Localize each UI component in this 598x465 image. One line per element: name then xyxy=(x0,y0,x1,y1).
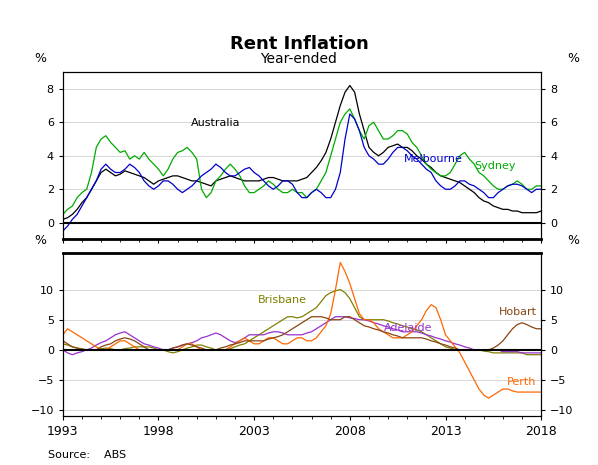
Text: Year-ended: Year-ended xyxy=(261,52,337,66)
Text: Sydney: Sydney xyxy=(474,161,515,171)
Text: Melbourne: Melbourne xyxy=(404,154,462,165)
Text: Hobart: Hobart xyxy=(499,307,537,317)
Text: Adelaide: Adelaide xyxy=(385,323,433,332)
Text: %: % xyxy=(34,234,46,247)
Text: Source:    ABS: Source: ABS xyxy=(48,450,126,460)
Text: Perth: Perth xyxy=(507,377,536,387)
Text: %: % xyxy=(34,53,46,66)
Text: Australia: Australia xyxy=(191,118,240,128)
Text: %: % xyxy=(568,53,579,66)
Text: %: % xyxy=(568,234,579,247)
Text: Rent Inflation: Rent Inflation xyxy=(230,35,368,53)
Text: Brisbane: Brisbane xyxy=(258,295,307,305)
